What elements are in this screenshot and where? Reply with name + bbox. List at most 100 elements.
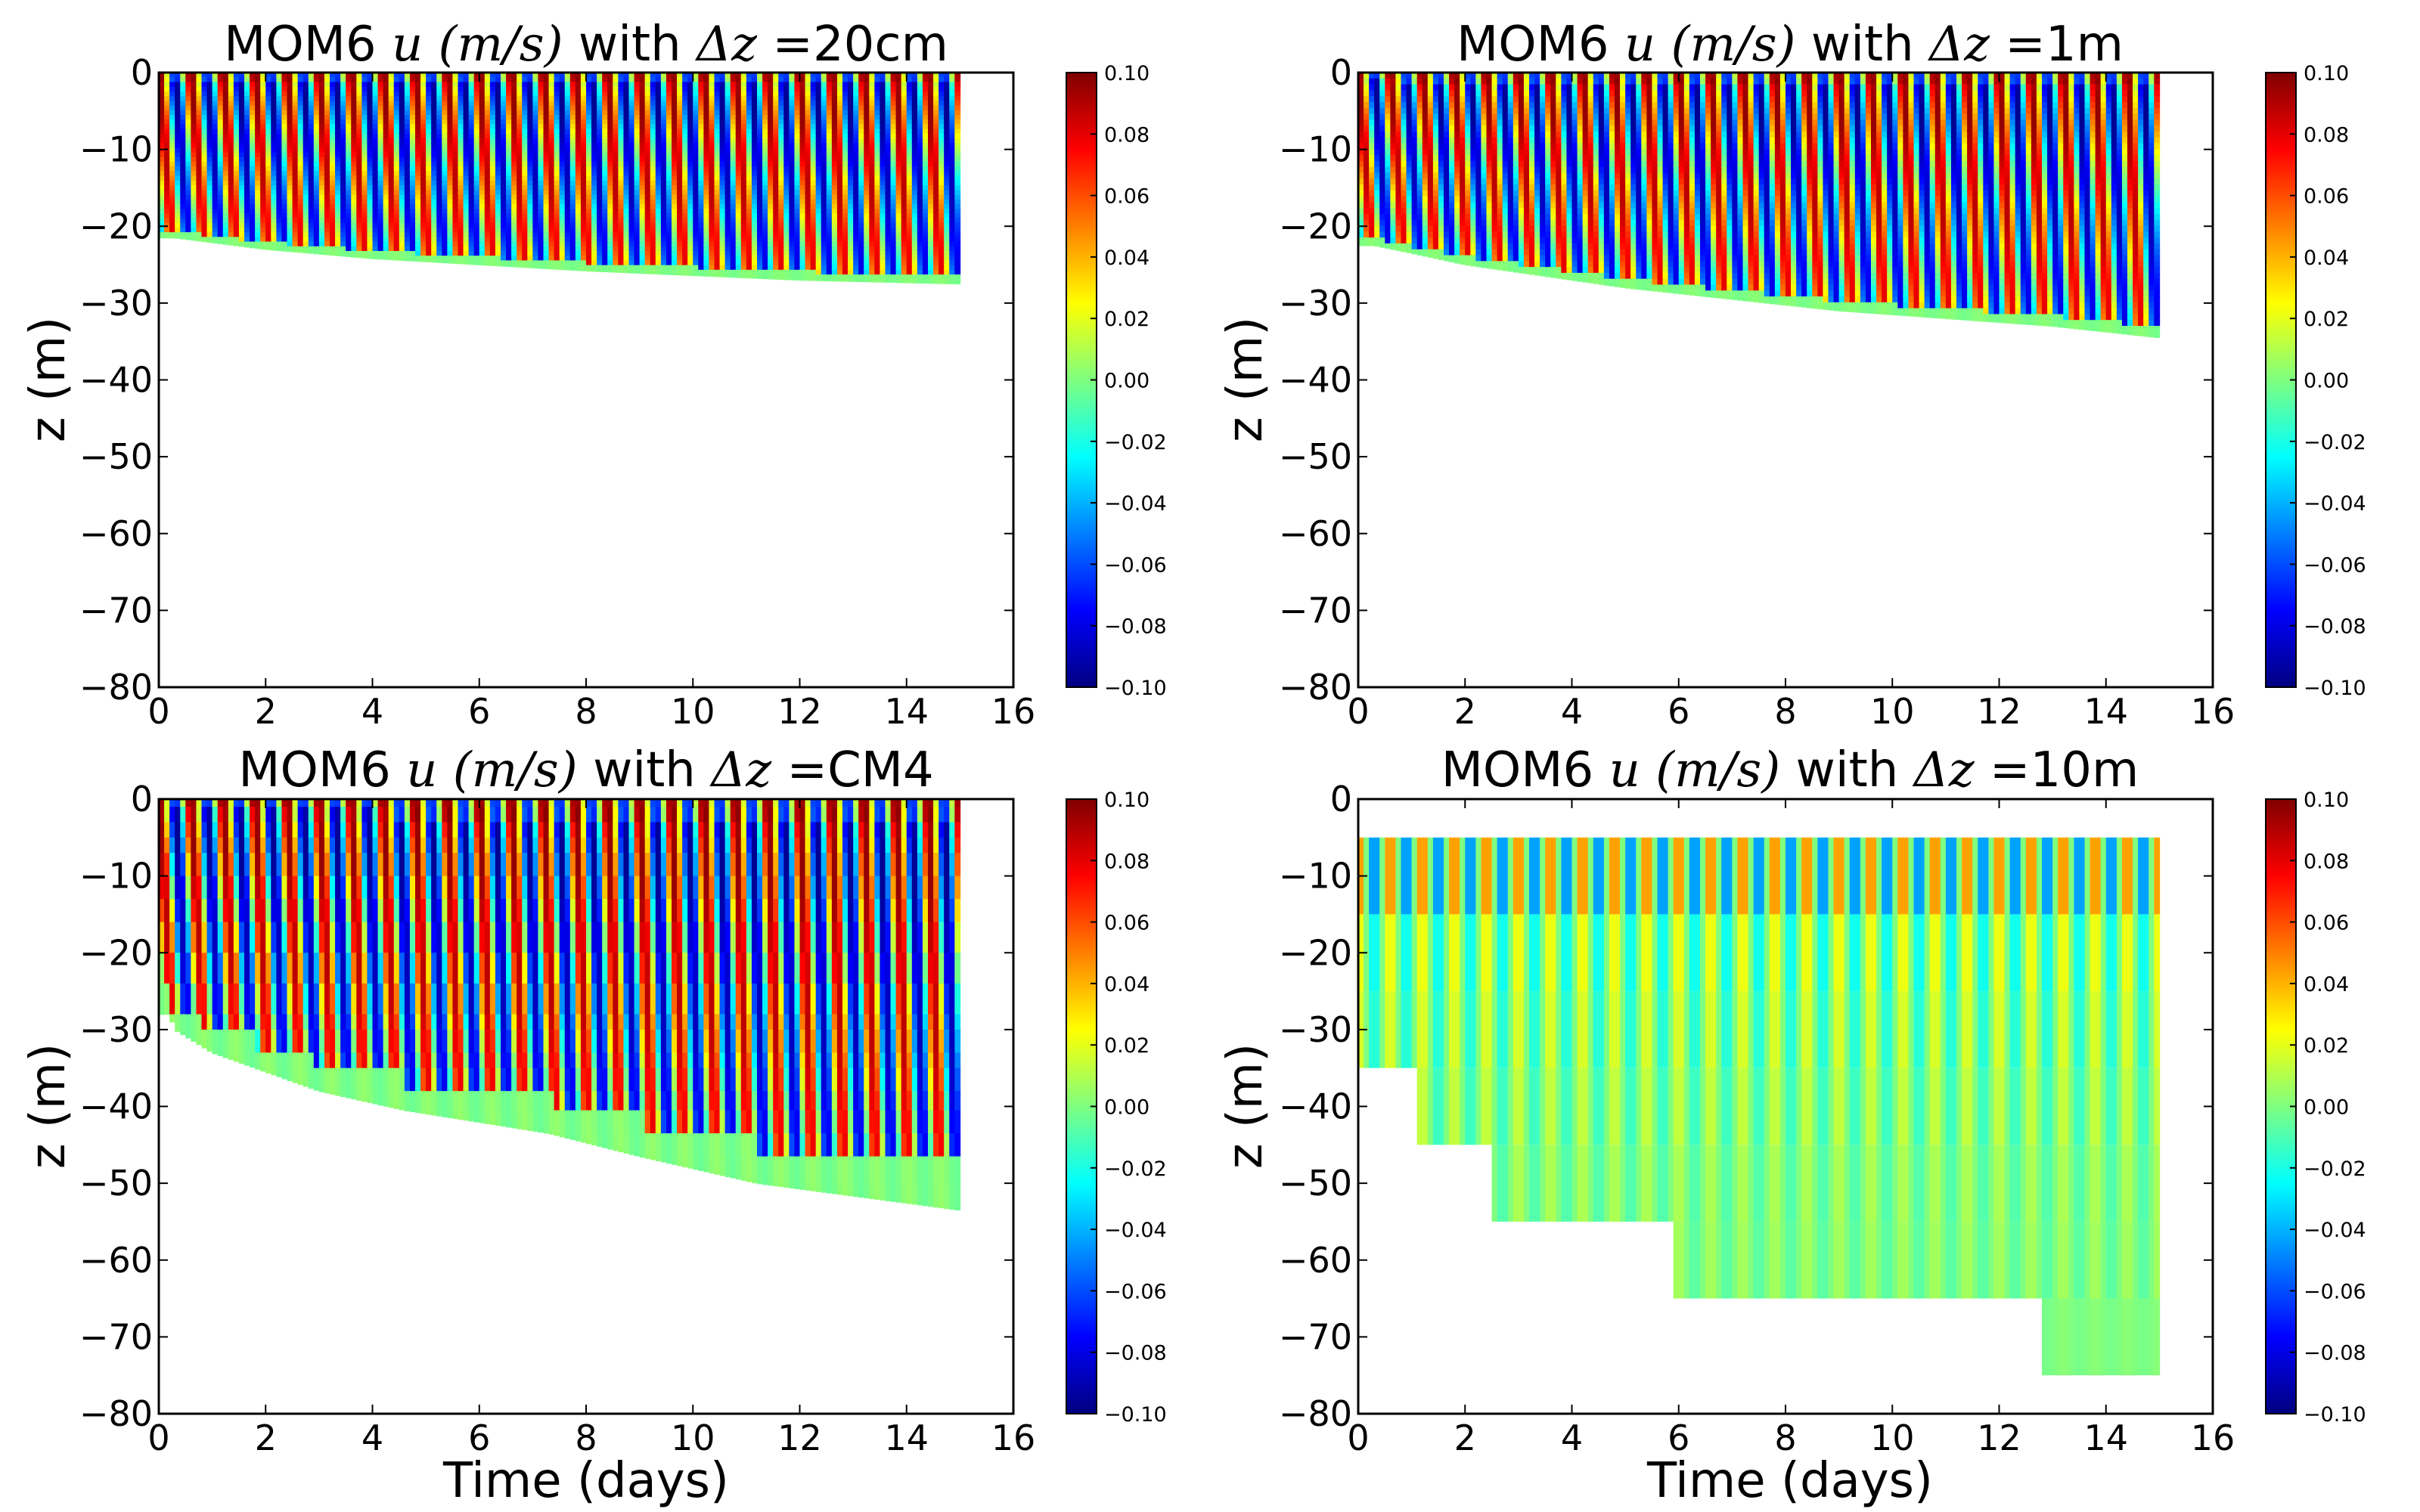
heatmap-cell: [281, 190, 288, 196]
heatmap-cell: [644, 265, 651, 271]
heatmap-cell: [388, 209, 395, 215]
heatmap-cell: [714, 110, 721, 116]
heatmap-cell: [538, 152, 544, 158]
heatmap-cell: [783, 156, 790, 163]
heatmap-cell: [506, 251, 512, 257]
heatmap-cell: [532, 77, 539, 83]
heatmap-cell: [564, 185, 571, 191]
heatmap-cell: [650, 77, 656, 83]
heatmap-cell: [660, 185, 667, 191]
heatmap-cell: [409, 133, 416, 139]
heatmap-cell: [346, 256, 352, 257]
heatmap-cell: [532, 147, 539, 153]
heatmap-cell: [238, 218, 245, 224]
heatmap-cell: [420, 194, 427, 200]
heatmap-cell: [569, 133, 576, 139]
heatmap-cell: [164, 91, 170, 97]
heatmap-cell: [244, 110, 250, 116]
heatmap-cell: [409, 96, 416, 102]
heatmap-cell: [489, 246, 496, 252]
heatmap-cell: [404, 256, 411, 262]
heatmap-cell: [212, 138, 219, 144]
heatmap-cell: [719, 213, 726, 219]
heatmap-cell: [639, 129, 646, 135]
heatmap-cell: [473, 180, 480, 186]
heatmap-cell: [650, 209, 656, 215]
heatmap-cell: [367, 156, 374, 163]
heatmap-cell: [276, 143, 283, 149]
heatmap-cell: [377, 119, 384, 125]
heatmap-cell: [698, 194, 705, 200]
heatmap-cell: [260, 156, 267, 163]
heatmap-cell: [628, 232, 635, 238]
heatmap-cell: [313, 246, 320, 252]
heatmap-cell: [666, 77, 672, 83]
heatmap-cell: [346, 96, 352, 102]
heatmap-cell: [618, 218, 625, 224]
heatmap-cell: [431, 227, 438, 233]
heatmap-cell: [351, 237, 358, 243]
heatmap-cell: [367, 203, 374, 209]
heatmap-cell: [783, 101, 790, 107]
heatmap-cell: [426, 203, 432, 209]
heatmap-cell: [495, 119, 501, 125]
heatmap-cell: [276, 166, 283, 172]
heatmap-cell: [783, 105, 790, 111]
heatmap-cell: [250, 180, 256, 186]
heatmap-cell: [228, 218, 234, 224]
heatmap-cell: [415, 209, 421, 215]
heatmap-cell: [693, 209, 700, 215]
heatmap-cell: [618, 77, 625, 83]
heatmap-cell: [506, 265, 512, 268]
heatmap-cell: [698, 222, 705, 228]
heatmap-cell: [746, 274, 752, 279]
heatmap-cell: [580, 124, 587, 130]
heatmap-cell: [489, 86, 496, 92]
heatmap-cell: [532, 175, 539, 181]
heatmap-cell: [517, 143, 523, 149]
heatmap-cell: [677, 213, 683, 219]
heatmap-cell: [409, 218, 416, 224]
heatmap-cell: [260, 218, 267, 224]
heatmap-cell: [548, 232, 555, 238]
heatmap-cell: [634, 203, 641, 209]
heatmap-cell: [677, 209, 683, 215]
heatmap-cell: [602, 213, 609, 219]
heatmap-cell: [356, 175, 363, 181]
heatmap-cell: [672, 105, 678, 111]
heatmap-cell: [495, 147, 501, 153]
heatmap-cell: [436, 156, 443, 163]
heatmap-cell: [159, 101, 165, 107]
heatmap-cell: [346, 77, 352, 83]
heatmap-cell: [318, 213, 325, 219]
heatmap-cell: [330, 237, 336, 243]
heatmap-cell: [452, 218, 459, 224]
heatmap-cell: [591, 222, 597, 228]
heatmap-cell: [495, 251, 501, 257]
heatmap-cell: [159, 82, 165, 88]
heatmap-cell: [233, 218, 240, 224]
heatmap-cell: [206, 171, 213, 177]
heatmap-cell: [522, 209, 529, 215]
heatmap-cell: [452, 227, 459, 233]
heatmap-cell: [489, 143, 496, 149]
heatmap-cell: [672, 232, 678, 238]
heatmap-cell: [324, 185, 330, 191]
heatmap-cell: [559, 110, 566, 116]
heatmap-cell: [367, 133, 374, 139]
heatmap-cell: [324, 129, 330, 135]
heatmap-cell: [655, 105, 662, 111]
heatmap-cell: [527, 218, 534, 224]
heatmap-cell: [404, 199, 411, 205]
heatmap-cell: [468, 185, 475, 191]
heatmap-cell: [415, 147, 421, 153]
heatmap-cell: [399, 105, 405, 111]
heatmap-cell: [388, 222, 395, 228]
heatmap-cell: [233, 129, 240, 135]
heatmap-cell: [501, 86, 507, 92]
heatmap-cell: [703, 82, 710, 88]
heatmap-cell: [404, 73, 411, 79]
heatmap-cell: [244, 133, 250, 139]
heatmap-cell: [773, 241, 780, 247]
heatmap-cell: [212, 209, 219, 215]
